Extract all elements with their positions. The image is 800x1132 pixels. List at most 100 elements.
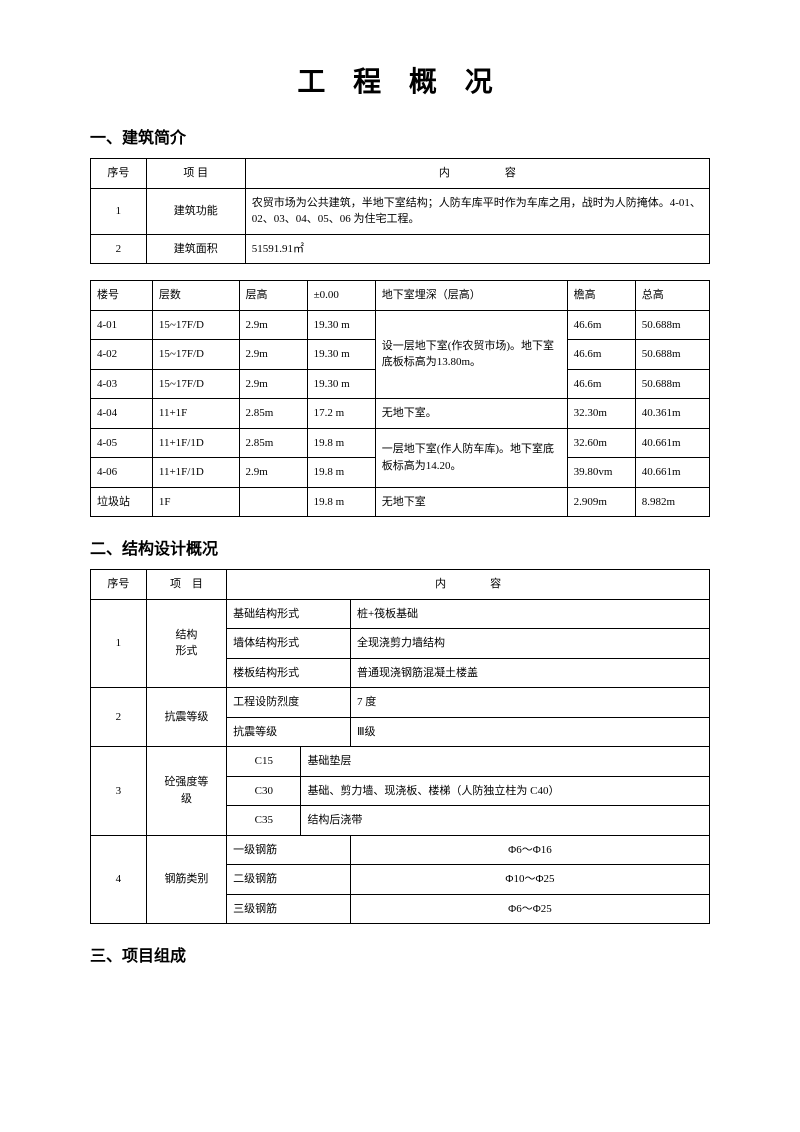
section-3-heading: 三、项目组成 (90, 942, 710, 966)
table-row: 垃圾站 1F 19.8 m 无地下室 2.909m 8.982m (91, 487, 710, 517)
cell: 2 (91, 688, 147, 747)
cell: 农贸市场为公共建筑，半地下室结构；人防车库平时作为车库之用，战时为人防掩体。4-… (245, 188, 709, 234)
cell: 2.85m (239, 399, 307, 429)
cell: 建筑面积 (146, 234, 245, 264)
cell: 工程设防烈度 (227, 688, 351, 718)
table-row: 4 钢筋类别 一级钢筋 Φ6～Φ16 (91, 835, 710, 865)
cell: 46.6m (567, 369, 635, 399)
page-title: 工 程 概 况 (90, 60, 710, 100)
cell: 7 度 (350, 688, 709, 718)
cell: Φ6～Φ25 (350, 894, 709, 924)
cell: 全现浇剪力墙结构 (350, 629, 709, 659)
cell: 3 (91, 747, 147, 836)
table-row: 3 砼强度等 级 C15 基础垫层 (91, 747, 710, 777)
th-content: 内 容 (245, 159, 709, 189)
cell: 2.9m (239, 369, 307, 399)
cell: 8.982m (635, 487, 709, 517)
cell: 1F (152, 487, 239, 517)
cell: 2.85m (239, 428, 307, 458)
table-row: 2 建筑面积 51591.91㎡ (91, 234, 710, 264)
cell: 46.6m (567, 310, 635, 340)
th: 楼号 (91, 281, 153, 311)
th: 总高 (635, 281, 709, 311)
cell: 三级钢筋 (227, 894, 351, 924)
cell: 4-04 (91, 399, 153, 429)
cell: 39.80vm (567, 458, 635, 488)
table-row: 4-04 11+1F 2.85m 17.2 m 无地下室。 32.30m 40.… (91, 399, 710, 429)
cell: 垃圾站 (91, 487, 153, 517)
cell: 1 (91, 188, 147, 234)
cell: 一层地下室(作人防车库)。地下室底板标高为14.20。 (375, 428, 567, 487)
th-no: 序号 (91, 159, 147, 189)
cell: 设一层地下室(作农贸市场)。地下室底板标高为13.80m。 (375, 310, 567, 399)
table-row: 序号 项 目 内 容 (91, 570, 710, 600)
cell: 2.9m (239, 340, 307, 370)
cell: 1 (91, 599, 147, 688)
cell: 4-01 (91, 310, 153, 340)
cell: 一级钢筋 (227, 835, 351, 865)
cell: C30 (227, 776, 301, 806)
cell: 基础结构形式 (227, 599, 351, 629)
cell: 无地下室 (375, 487, 567, 517)
cell: 普通现浇钢筋混凝土楼盖 (350, 658, 709, 688)
table-buildings: 楼号 层数 层高 ±0.00 地下室埋深（层高） 檐高 总高 4-01 15~1… (90, 280, 710, 517)
table-row: 2 抗震等级 工程设防烈度 7 度 (91, 688, 710, 718)
cell: 32.60m (567, 428, 635, 458)
cell: 4-02 (91, 340, 153, 370)
cell: 40.361m (635, 399, 709, 429)
cell: 50.688m (635, 369, 709, 399)
th: 地下室埋深（层高） (375, 281, 567, 311)
cell: 11+1F (152, 399, 239, 429)
table-row: 1 建筑功能 农贸市场为公共建筑，半地下室结构；人防车库平时作为车库之用，战时为… (91, 188, 710, 234)
cell: 19.30 m (307, 340, 375, 370)
cell: 钢筋类别 (146, 835, 226, 924)
table-structure-design: 序号 项 目 内 容 1 结构 形式 基础结构形式 桩+筏板基础 墙体结构形式 … (90, 569, 710, 924)
cell: 51591.91㎡ (245, 234, 709, 264)
cell: 15~17F/D (152, 340, 239, 370)
cell (239, 487, 307, 517)
cell: 抗震等级 (227, 717, 351, 747)
cell: 4-03 (91, 369, 153, 399)
cell: C35 (227, 806, 301, 836)
cell: 楼板结构形式 (227, 658, 351, 688)
cell: 32.30m (567, 399, 635, 429)
table-row: 4-05 11+1F/1D 2.85m 19.8 m 一层地下室(作人防车库)。… (91, 428, 710, 458)
cell: Φ10～Φ25 (350, 865, 709, 895)
cell: 50.688m (635, 340, 709, 370)
cell: Ⅲ级 (350, 717, 709, 747)
table-row: 4-01 15~17F/D 2.9m 19.30 m 设一层地下室(作农贸市场)… (91, 310, 710, 340)
cell: 19.30 m (307, 369, 375, 399)
table-row: 1 结构 形式 基础结构形式 桩+筏板基础 (91, 599, 710, 629)
cell: 结构 形式 (146, 599, 226, 688)
cell: 建筑功能 (146, 188, 245, 234)
cell: 17.2 m (307, 399, 375, 429)
cell: 抗震等级 (146, 688, 226, 747)
cell: C15 (227, 747, 301, 777)
cell: 2.909m (567, 487, 635, 517)
th: ±0.00 (307, 281, 375, 311)
cell: 砼强度等 级 (146, 747, 226, 836)
section-1-heading: 一、建筑简介 (90, 124, 710, 148)
table-row: 楼号 层数 层高 ±0.00 地下室埋深（层高） 檐高 总高 (91, 281, 710, 311)
cell: 2.9m (239, 458, 307, 488)
cell: 15~17F/D (152, 310, 239, 340)
cell: 11+1F/1D (152, 458, 239, 488)
cell: 40.661m (635, 428, 709, 458)
cell: 46.6m (567, 340, 635, 370)
cell: 基础、剪力墙、现浇板、楼梯（人防独立柱为 C40） (301, 776, 710, 806)
cell: 基础垫层 (301, 747, 710, 777)
cell: 19.8 m (307, 458, 375, 488)
table-building-intro: 序号 项 目 内 容 1 建筑功能 农贸市场为公共建筑，半地下室结构；人防车库平… (90, 158, 710, 264)
cell: 4-06 (91, 458, 153, 488)
cell: 19.30 m (307, 310, 375, 340)
cell: 19.8 m (307, 428, 375, 458)
cell: 15~17F/D (152, 369, 239, 399)
cell: 19.8 m (307, 487, 375, 517)
cell: 11+1F/1D (152, 428, 239, 458)
th: 层数 (152, 281, 239, 311)
cell: 2.9m (239, 310, 307, 340)
cell: 40.661m (635, 458, 709, 488)
cell: 墙体结构形式 (227, 629, 351, 659)
th-item: 项 目 (146, 159, 245, 189)
th: 项 目 (146, 570, 226, 600)
